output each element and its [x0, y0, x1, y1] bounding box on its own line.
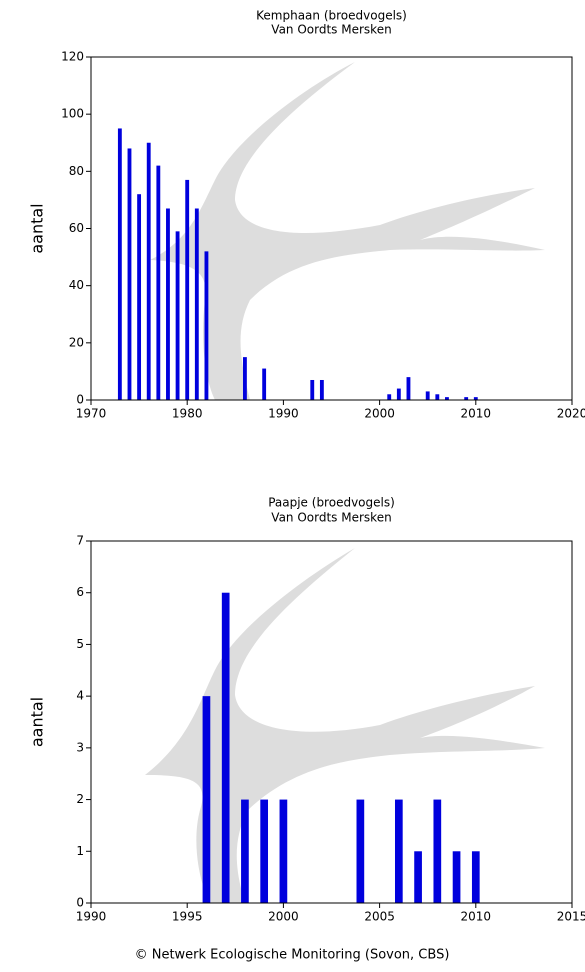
bar: [310, 379, 315, 400]
bar: [435, 394, 440, 400]
x-tick-label: 1990: [268, 407, 299, 421]
y-tick-label: 5: [76, 637, 84, 651]
bar: [433, 799, 442, 903]
bar: [221, 592, 230, 903]
x-tick-label: 1970: [76, 407, 107, 421]
bar: [279, 799, 288, 903]
bar: [241, 799, 249, 903]
y-axis-label: aantal: [28, 697, 47, 747]
y-tick-label: 6: [76, 585, 84, 599]
x-tick-label: 2010: [461, 407, 492, 421]
bar: [242, 357, 247, 400]
chart-subtitle: Van Oordts Mersken: [271, 23, 391, 37]
bar: [471, 851, 480, 903]
bar: [394, 799, 403, 903]
x-tick-label: 2015: [557, 910, 585, 924]
bar: [452, 851, 461, 903]
y-tick-label: 2: [76, 792, 84, 806]
bar: [387, 394, 392, 400]
bar: [396, 388, 401, 400]
bar: [146, 142, 151, 400]
y-tick-label: 20: [69, 335, 84, 349]
bar: [262, 368, 267, 400]
bar: [204, 251, 209, 400]
x-tick-label: 1990: [76, 910, 107, 924]
bar: [156, 165, 161, 400]
y-tick-label: 7: [76, 534, 84, 548]
bar: [185, 179, 190, 400]
y-tick-label: 100: [61, 107, 84, 121]
x-tick-label: 2020: [557, 407, 585, 421]
bar: [202, 696, 211, 903]
x-tick-label: 2000: [268, 910, 299, 924]
plot-frame: [90, 56, 573, 401]
bar: [260, 799, 269, 903]
bar: [137, 194, 142, 400]
bar: [356, 799, 365, 903]
y-axis-label: aantal: [28, 203, 47, 253]
x-tick-label: 1995: [172, 910, 203, 924]
bar: [473, 397, 478, 400]
bar: [175, 231, 180, 400]
x-tick-label: 1980: [172, 407, 203, 421]
bar: [464, 397, 469, 400]
y-tick-label: 3: [76, 740, 84, 754]
bar: [445, 397, 449, 400]
bar: [117, 128, 122, 401]
bar: [166, 208, 170, 400]
footer: © Netwerk Ecologische Monitoring (Sovon,…: [135, 948, 450, 963]
y-tick-label: 0: [76, 896, 84, 910]
bar: [194, 208, 199, 400]
y-tick-label: 40: [69, 278, 84, 292]
chart-title: Kemphaan (broedvogels): [256, 9, 407, 23]
x-tick-label: 2000: [364, 407, 395, 421]
bar: [406, 377, 411, 400]
bar: [425, 391, 430, 400]
y-tick-label: 120: [61, 50, 84, 64]
bar: [414, 851, 422, 903]
x-tick-label: 2005: [364, 910, 395, 924]
y-tick-label: 60: [69, 221, 84, 235]
x-tick-label: 2010: [461, 910, 492, 924]
y-tick-label: 0: [76, 393, 84, 407]
chart-subtitle: Van Oordts Mersken: [271, 511, 391, 525]
y-tick-label: 80: [69, 164, 84, 178]
plot-frame: [90, 540, 573, 904]
bar: [127, 148, 132, 400]
bar: [319, 379, 324, 400]
y-tick-label: 4: [76, 689, 84, 703]
chart-title: Paapje (broedvogels): [268, 496, 395, 510]
y-tick-label: 1: [76, 844, 84, 858]
